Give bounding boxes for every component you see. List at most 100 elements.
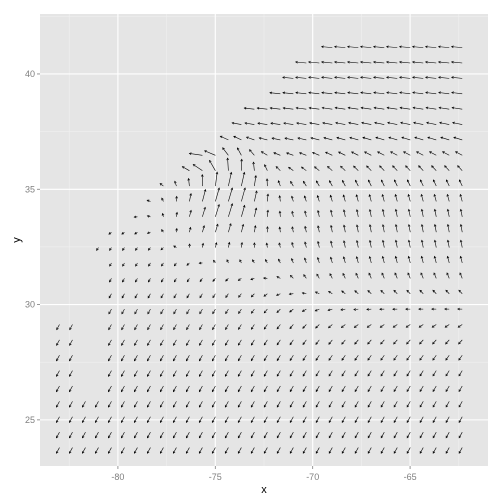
vector-arrow: [335, 121, 346, 125]
vector-arrow: [276, 339, 281, 346]
vector-arrow: [341, 290, 346, 294]
vector-arrow: [342, 272, 346, 279]
vector-arrow: [263, 355, 268, 362]
vector-arrow: [224, 401, 229, 408]
vector-arrow: [367, 385, 372, 393]
vector-arrow: [250, 432, 255, 439]
vector-arrow: [298, 152, 307, 156]
vector-arrow: [56, 432, 60, 439]
vector-arrow: [419, 416, 424, 424]
vector-arrow: [250, 385, 255, 393]
vector-arrow: [82, 416, 86, 424]
vector-arrow: [204, 150, 216, 156]
vector-arrow: [134, 231, 138, 235]
vector-arrow: [225, 293, 229, 299]
vector-arrow: [185, 447, 190, 454]
vector-arrows: [56, 45, 463, 454]
vector-arrow: [405, 307, 411, 311]
vector-arrow: [406, 370, 411, 377]
vector-arrow: [315, 324, 320, 329]
vector-arrow: [256, 106, 268, 110]
vector-arrow: [172, 447, 177, 454]
vector-arrow: [219, 135, 229, 141]
vector-arrow: [393, 355, 398, 361]
vector-arrow: [368, 239, 372, 248]
vector-arrow: [147, 308, 151, 315]
vector-arrow: [336, 136, 346, 141]
vector-arrow: [355, 239, 359, 248]
vector-arrow: [199, 355, 203, 362]
vector-arrow: [341, 401, 346, 408]
vector-arrow: [458, 447, 463, 454]
vector-arrow: [160, 370, 164, 377]
vector-arrow: [237, 385, 242, 393]
vector-arrow: [414, 136, 424, 141]
vector-arrow: [263, 401, 268, 408]
vector-arrow: [186, 370, 190, 377]
vector-arrow: [366, 307, 372, 311]
vector-arrow: [243, 106, 255, 110]
vector-arrow: [412, 91, 424, 95]
vector-arrow: [380, 289, 385, 294]
vector-arrow: [237, 370, 242, 377]
vector-arrow: [338, 151, 346, 156]
vector-arrow: [457, 307, 463, 311]
vector-arrow: [302, 355, 307, 361]
vector-arrow: [276, 308, 281, 313]
vector-arrow: [355, 272, 359, 279]
vector-arrow: [186, 262, 190, 266]
vector-arrow: [185, 432, 190, 439]
vector-arrow: [188, 152, 203, 156]
vector-arrow: [134, 339, 138, 346]
vector-arrow: [202, 206, 206, 217]
vector-arrow: [121, 385, 125, 393]
vector-arrow: [249, 149, 255, 156]
vector-arrow: [276, 370, 281, 377]
vector-arrow: [251, 324, 255, 330]
vector-arrow: [372, 45, 385, 49]
vector-arrow: [225, 339, 229, 346]
vector-arrow: [146, 231, 151, 234]
vector-arrow: [457, 165, 463, 171]
vector-arrow: [445, 289, 450, 294]
vector-arrow: [277, 180, 281, 187]
vector-arrow: [364, 151, 372, 156]
vector-arrow: [199, 370, 203, 377]
vector-arrow: [251, 308, 255, 314]
vector-arrow: [450, 45, 463, 49]
vector-arrow: [308, 76, 320, 79]
vector-arrow: [407, 272, 411, 279]
vector-arrow: [398, 45, 411, 49]
vector-arrow: [308, 91, 320, 95]
vector-arrow: [381, 255, 385, 264]
vector-arrow: [321, 91, 333, 95]
vector-arrow: [283, 122, 294, 125]
vector-arrow: [368, 194, 372, 202]
vector-arrow: [329, 209, 333, 217]
vector-arrow: [407, 193, 411, 202]
vector-arrow: [398, 60, 411, 64]
vector-arrow: [432, 401, 437, 408]
vector-arrow: [286, 152, 294, 156]
vector-arrow: [381, 208, 385, 217]
vector-arrow: [445, 385, 450, 393]
vector-arrow: [181, 166, 190, 171]
vector-arrow: [228, 203, 234, 217]
vector-arrow: [355, 179, 359, 187]
vector-arrow: [69, 355, 73, 362]
vector-arrow: [134, 447, 138, 454]
vector-arrow: [69, 339, 73, 346]
vector-arrow: [441, 151, 450, 156]
vector-arrow: [82, 447, 86, 454]
vector-arrow: [367, 447, 372, 454]
vector-arrow: [406, 339, 411, 345]
vector-arrow: [392, 324, 398, 328]
vector-arrow: [276, 276, 281, 279]
vector-arrow: [135, 278, 138, 283]
vector-arrow: [276, 385, 281, 393]
vector-arrow: [212, 278, 216, 282]
vector-arrow: [406, 447, 411, 454]
vector-arrow: [108, 355, 112, 362]
vector-arrow: [328, 324, 333, 329]
vector-arrow: [440, 136, 450, 141]
